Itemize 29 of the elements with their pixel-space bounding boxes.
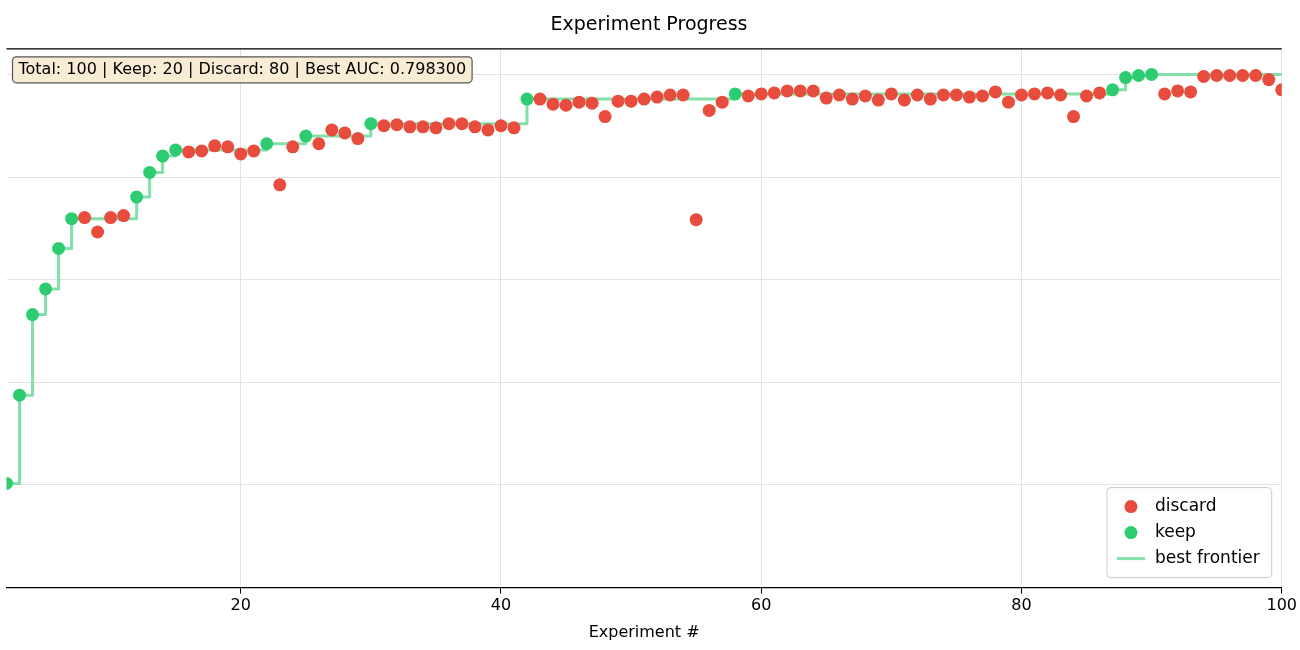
point <box>520 92 534 106</box>
point <box>156 149 170 163</box>
point <box>1145 67 1159 81</box>
point <box>130 190 144 204</box>
x-tick-label: 60 <box>751 595 772 615</box>
point <box>13 388 27 402</box>
legend-label: discard <box>1154 495 1217 516</box>
point <box>364 117 378 131</box>
point <box>1119 71 1133 85</box>
point <box>26 308 40 322</box>
x-tick-label: 80 <box>1011 595 1032 615</box>
point <box>260 137 274 151</box>
x-tick-label: 40 <box>490 595 512 615</box>
chart-title: Experiment Progress <box>550 12 748 35</box>
x-tick-label: 20 <box>230 595 251 615</box>
point <box>1106 83 1120 97</box>
point <box>65 212 79 226</box>
point <box>299 129 313 143</box>
legend-label: best frontier <box>1154 547 1260 568</box>
point <box>52 241 66 255</box>
point <box>39 282 53 296</box>
point <box>728 87 742 101</box>
point <box>1132 68 1146 82</box>
x-axis-title: Experiment # <box>588 621 700 641</box>
x-tick-label: 100 <box>1266 595 1297 615</box>
legend-label: keep <box>1154 521 1196 542</box>
annotation: Total: 100 | Keep: 20 | Discard: 80 | Best AUC: 0.798300 <box>17 58 467 78</box>
point <box>169 143 183 157</box>
point <box>143 165 157 179</box>
